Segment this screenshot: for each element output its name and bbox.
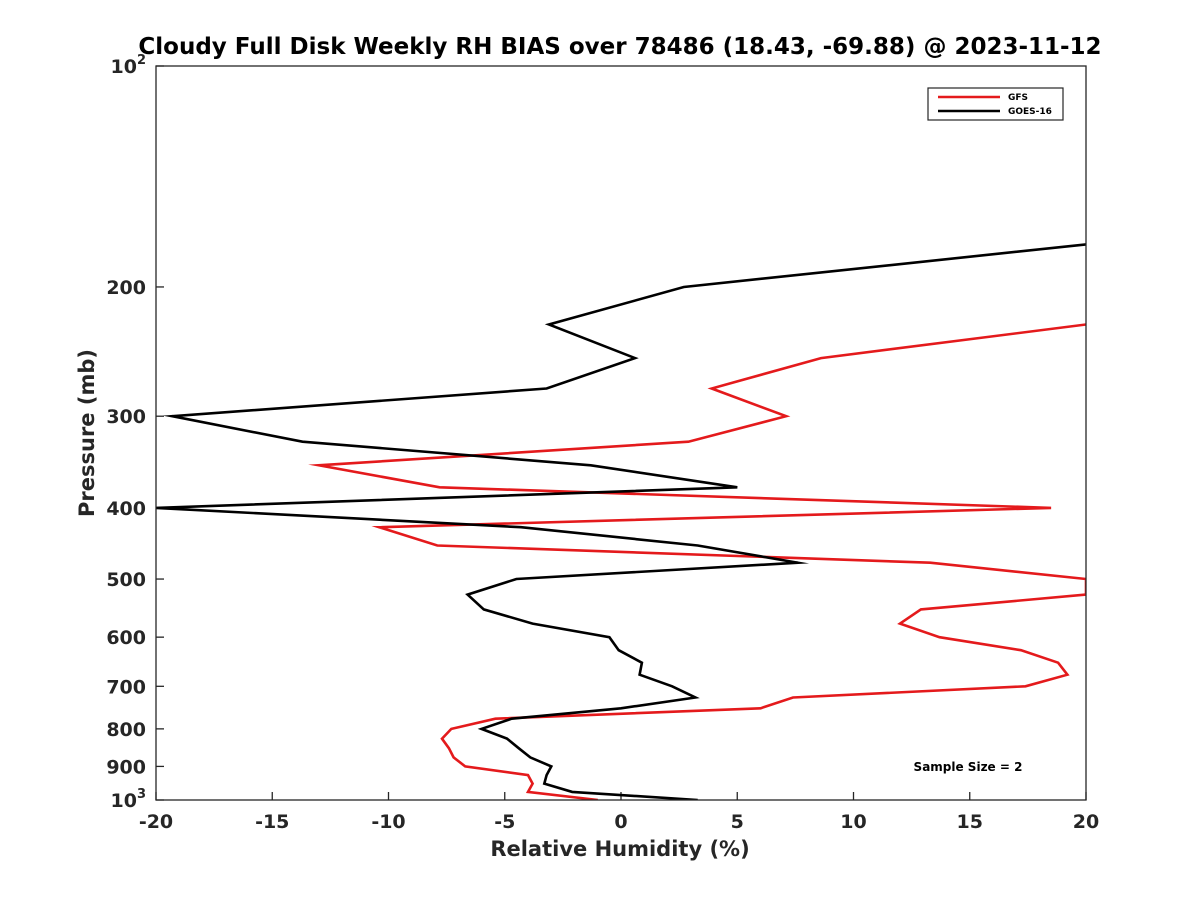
y-axis-ticks: 102 200 300 400 500 600 700 800 900 103	[106, 53, 164, 812]
legend-label: GFS	[1008, 93, 1028, 103]
x-tick-label: 5	[731, 811, 744, 833]
plot-area-frame	[155, 65, 1087, 801]
x-tick-label: 0	[614, 811, 627, 833]
y-tick-label: 600	[106, 627, 146, 649]
x-axis-ticks: -20 -15 -10 -5 0 5 10 15 20	[139, 792, 1099, 833]
series-line-goes-16	[156, 243, 1086, 800]
x-tick-label: 10	[840, 811, 866, 833]
x-tick-label: -15	[255, 811, 289, 833]
series-layer	[156, 243, 1086, 800]
y-tick-label: 200	[106, 277, 146, 299]
y-axis-label: Pressure (mb)	[75, 349, 99, 517]
y-tick-label: 102	[111, 53, 147, 78]
legend: GFS GOES-16	[927, 87, 1064, 121]
y-tick-label: 900	[106, 756, 146, 778]
legend-box	[927, 87, 1064, 121]
chart-title: Cloudy Full Disk Weekly RH BIAS over 784…	[138, 34, 1101, 60]
sample-size-annotation: Sample Size = 2	[914, 760, 1023, 774]
y-tick-label: 103	[111, 787, 147, 812]
y-tick-label: 500	[106, 569, 146, 591]
y-tick-label: 700	[106, 676, 146, 698]
x-tick-label: 20	[1073, 811, 1099, 833]
x-axis-label: Relative Humidity (%)	[490, 837, 749, 861]
y-tick-label: 400	[106, 498, 146, 520]
x-tick-label: 15	[957, 811, 983, 833]
y-tick-label: 800	[106, 719, 146, 741]
y-tick-label: 300	[106, 406, 146, 428]
legend-label: GOES-16	[1008, 107, 1052, 117]
x-tick-label: -5	[494, 811, 515, 833]
x-tick-label: -20	[139, 811, 173, 833]
series-line-gfs	[308, 323, 1086, 800]
x-tick-label: -10	[371, 811, 405, 833]
